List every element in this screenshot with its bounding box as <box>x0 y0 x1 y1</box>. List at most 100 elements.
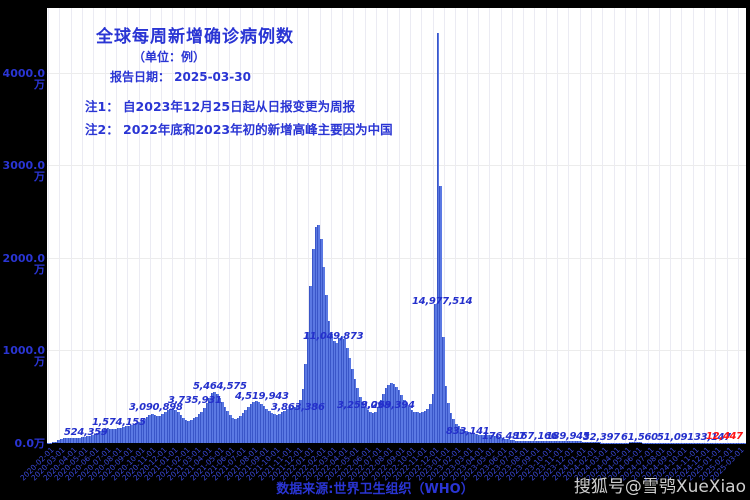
bar <box>584 441 588 443</box>
value-label: 14,977,514 <box>412 296 473 307</box>
value-label: 3,269,394 <box>361 400 415 411</box>
y-tick-label: 1000.0万 <box>2 344 45 369</box>
bar <box>439 185 443 443</box>
bar <box>296 405 300 443</box>
vertical-gridline <box>591 8 592 443</box>
bar <box>634 442 637 443</box>
bar <box>119 427 123 443</box>
bar <box>117 428 120 443</box>
bar <box>626 442 630 443</box>
bar <box>514 440 518 443</box>
chart-title: 全球每周新增确诊病例数 <box>96 27 294 47</box>
vertical-gridline <box>500 8 502 443</box>
bar <box>70 438 74 443</box>
bar <box>65 438 68 443</box>
vertical-gridline <box>545 8 547 443</box>
bar <box>364 406 367 443</box>
bar <box>208 397 211 443</box>
bar <box>109 428 113 443</box>
bar <box>262 406 266 443</box>
bar <box>351 368 354 443</box>
bar <box>304 364 307 443</box>
vertical-gridline <box>59 8 61 443</box>
vertical-gridline <box>70 8 72 443</box>
bar <box>358 396 362 443</box>
bar <box>244 410 248 443</box>
vertical-gridline <box>387 8 389 443</box>
bar <box>275 414 279 443</box>
bar <box>629 442 632 443</box>
bar <box>111 428 115 443</box>
bar <box>106 428 110 443</box>
vertical-gridline <box>172 8 174 443</box>
bar <box>636 442 640 443</box>
bar <box>132 424 136 443</box>
vertical-gridline <box>624 8 626 443</box>
bar <box>543 441 546 443</box>
bar <box>78 437 81 443</box>
bar <box>527 441 531 443</box>
bar <box>202 407 206 443</box>
bar <box>158 415 162 443</box>
bar <box>187 420 190 443</box>
bar <box>280 412 284 443</box>
vertical-gridline <box>523 8 525 443</box>
value-label: 189,945 <box>546 431 590 442</box>
bar <box>215 393 219 443</box>
bar <box>413 411 417 443</box>
bar <box>309 285 313 443</box>
value-label: 1,574,155 <box>92 417 146 428</box>
bar <box>52 442 55 443</box>
value-label: 61,560 <box>621 432 658 443</box>
bar <box>397 390 401 443</box>
y-tick-label: 0.0万 <box>14 437 46 450</box>
bar <box>384 388 388 443</box>
bar <box>421 412 424 443</box>
bar <box>312 248 315 443</box>
y-tick-label: 3000.0万 <box>2 159 45 184</box>
bar <box>67 438 71 443</box>
bar <box>353 379 357 443</box>
y-tick-label: 2000.0万 <box>2 251 45 276</box>
value-label: 12,447 <box>706 431 743 442</box>
horizontal-gridline <box>47 165 746 167</box>
vertical-gridline <box>455 8 457 443</box>
bar <box>418 412 422 443</box>
bar <box>496 436 500 443</box>
bar <box>499 437 502 443</box>
bar <box>483 434 487 443</box>
bar <box>166 409 170 443</box>
vertical-gridline <box>127 8 129 443</box>
bar <box>205 403 209 443</box>
vertical-gridline <box>579 8 581 443</box>
vertical-gridline <box>217 8 219 443</box>
report-date: 报告日期： 2025-03-30 <box>110 70 251 84</box>
bar <box>176 412 180 443</box>
value-label: 11,049,873 <box>303 331 364 342</box>
bar <box>270 412 274 443</box>
vertical-gridline <box>229 8 230 443</box>
bar <box>143 418 146 443</box>
bar <box>301 389 305 443</box>
value-label: 3,090,898 <box>129 402 183 413</box>
bar <box>423 410 427 443</box>
bar <box>561 441 565 443</box>
watermark-text: 搜狐号@雪鸮XueXiao <box>573 477 746 497</box>
bar <box>582 441 585 443</box>
bar-series <box>47 8 747 443</box>
bar <box>434 304 437 443</box>
bar <box>96 432 100 443</box>
bar <box>286 408 289 443</box>
bar <box>174 409 178 443</box>
bar <box>504 438 508 443</box>
bar <box>379 400 383 443</box>
bar <box>57 440 61 443</box>
bar <box>631 442 635 443</box>
bar <box>449 413 453 443</box>
value-label: 3,735,931 <box>168 395 222 406</box>
bar <box>75 438 79 443</box>
bar <box>639 442 643 443</box>
bar <box>210 393 214 443</box>
bar <box>556 441 559 443</box>
